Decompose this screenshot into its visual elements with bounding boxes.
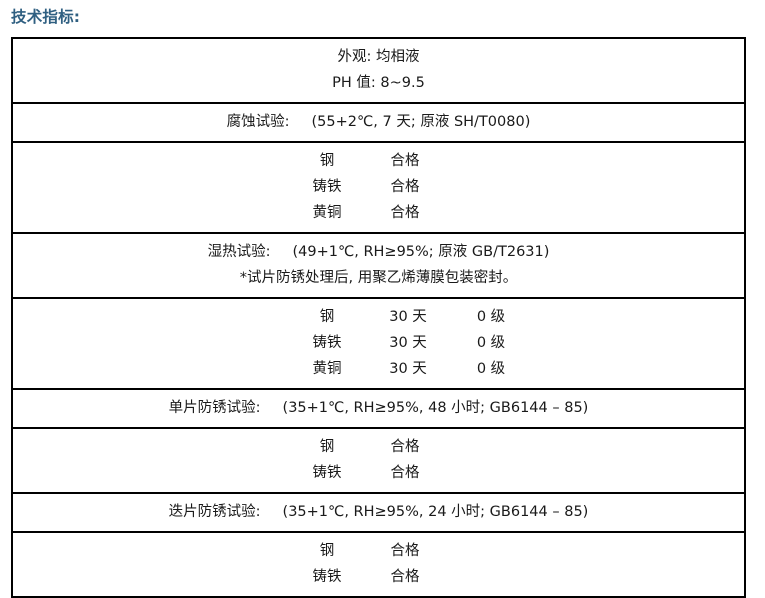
stacked-sheet-test-conditions: (35+1℃, RH≥95%, 24 小时; GB6144 – 85) — [282, 504, 589, 520]
corrosion-test-line: 腐蚀试验: (55+2℃, 7 天; 原液 SH/T0080) — [13, 109, 744, 135]
single-sheet-test-conditions: (35+1℃, RH≥95%, 48 小时; GB6144 – 85) — [282, 400, 589, 416]
humidity-test-conditions: (49+1℃, RH≥95%; 原液 GB/T2631) — [292, 244, 550, 260]
table-cell-humidity-results: 钢 30 天 0 级 铸铁 30 天 0 级 黄铜 30 天 0 级 — [11, 297, 746, 390]
material-name: 铸铁 — [312, 179, 342, 195]
single-sheet-test-label: 单片防锈试验: — [168, 400, 261, 416]
material-name: 铸铁 — [312, 569, 342, 585]
table-row: 迭片防锈试验: (35+1℃, RH≥95%, 24 小时; GB6144 – … — [11, 492, 746, 533]
result-duration: 30 天 — [389, 361, 427, 377]
table-cell-corrosion-results: 钢 合格 铸铁 合格 黄铜 合格 — [11, 141, 746, 234]
result-value: 合格 — [390, 205, 420, 221]
table-row: 腐蚀试验: (55+2℃, 7 天; 原液 SH/T0080) — [11, 102, 746, 143]
single-sheet-test-line: 单片防锈试验: (35+1℃, RH≥95%, 48 小时; GB6144 – … — [13, 395, 744, 421]
humidity-test-line: 湿热试验: (49+1℃, RH≥95%; 原液 GB/T2631) — [13, 239, 744, 265]
stacked-sheet-test-label: 迭片防锈试验: — [168, 504, 261, 520]
table-row: 钢 合格 铸铁 合格 — [11, 531, 746, 598]
result-row: 钢 30 天 0 级 — [13, 304, 744, 330]
result-row: 铸铁 30 天 0 级 — [13, 330, 744, 356]
result-value: 合格 — [390, 569, 420, 585]
table-cell-humidity-test: 湿热试验: (49+1℃, RH≥95%; 原液 GB/T2631) *试片防锈… — [11, 232, 746, 299]
result-row: 钢 合格 — [13, 148, 744, 174]
result-grade: 0 级 — [476, 309, 506, 325]
result-row: 铸铁 合格 — [13, 460, 744, 486]
result-value: 合格 — [390, 153, 420, 169]
result-grade: 0 级 — [476, 361, 506, 377]
table-cell-single-sheet-results: 钢 合格 铸铁 合格 — [11, 427, 746, 494]
page-title: 技术指标: — [11, 8, 81, 26]
material-name: 钢 — [319, 153, 335, 169]
appearance-line: 外观: 均相液 — [337, 49, 420, 65]
result-row: 黄铜 合格 — [13, 200, 744, 226]
material-name: 黄铜 — [312, 205, 342, 221]
table-row: 钢 合格 铸铁 合格 黄铜 合格 — [11, 141, 746, 234]
table-cell-stacked-sheet-results: 钢 合格 铸铁 合格 — [11, 531, 746, 598]
corrosion-test-conditions: (55+2℃, 7 天; 原液 SH/T0080) — [311, 114, 531, 130]
table-cell-stacked-sheet-test: 迭片防锈试验: (35+1℃, RH≥95%, 24 小时; GB6144 – … — [11, 492, 746, 533]
ph-value-line: PH 值: 8~9.5 — [332, 75, 425, 91]
document-page: 技术指标: 外观: 均相液 PH 值: 8~9.5 腐蚀试验: — [11, 8, 746, 598]
stacked-sheet-test-line: 迭片防锈试验: (35+1℃, RH≥95%, 24 小时; GB6144 – … — [13, 499, 744, 525]
table-row: 外观: 均相液 PH 值: 8~9.5 — [11, 37, 746, 104]
result-row: 钢 合格 — [13, 434, 744, 460]
table-row: 钢 合格 铸铁 合格 — [11, 427, 746, 494]
material-name: 黄铜 — [312, 361, 342, 377]
humidity-test-label: 湿热试验: — [207, 244, 271, 260]
table-cell-corrosion-test: 腐蚀试验: (55+2℃, 7 天; 原液 SH/T0080) — [11, 102, 746, 143]
technical-specification-table: 外观: 均相液 PH 值: 8~9.5 腐蚀试验: (55+2℃, 7 天; 原… — [11, 37, 746, 598]
result-row: 铸铁 合格 — [13, 174, 744, 200]
material-name: 钢 — [319, 439, 335, 455]
corrosion-test-label: 腐蚀试验: — [226, 114, 290, 130]
result-value: 合格 — [390, 439, 420, 455]
table-cell-single-sheet-test: 单片防锈试验: (35+1℃, RH≥95%, 48 小时; GB6144 – … — [11, 388, 746, 429]
result-row: 钢 合格 — [13, 538, 744, 564]
material-name: 钢 — [319, 543, 335, 559]
result-grade: 0 级 — [476, 335, 506, 351]
result-duration: 30 天 — [389, 309, 427, 325]
result-value: 合格 — [390, 543, 420, 559]
material-name: 铸铁 — [312, 465, 342, 481]
result-duration: 30 天 — [389, 335, 427, 351]
result-value: 合格 — [390, 465, 420, 481]
humidity-test-note: *试片防锈处理后, 用聚乙烯薄膜包装密封。 — [239, 270, 518, 286]
result-row: 铸铁 合格 — [13, 564, 744, 590]
material-name: 铸铁 — [312, 335, 342, 351]
table-cell-appearance-ph: 外观: 均相液 PH 值: 8~9.5 — [11, 37, 746, 104]
table-row: 湿热试验: (49+1℃, RH≥95%; 原液 GB/T2631) *试片防锈… — [11, 232, 746, 299]
result-row: 黄铜 30 天 0 级 — [13, 356, 744, 382]
table-row: 钢 30 天 0 级 铸铁 30 天 0 级 黄铜 30 天 0 级 — [11, 297, 746, 390]
table-row: 单片防锈试验: (35+1℃, RH≥95%, 48 小时; GB6144 – … — [11, 388, 746, 429]
material-name: 钢 — [319, 309, 335, 325]
result-value: 合格 — [390, 179, 420, 195]
